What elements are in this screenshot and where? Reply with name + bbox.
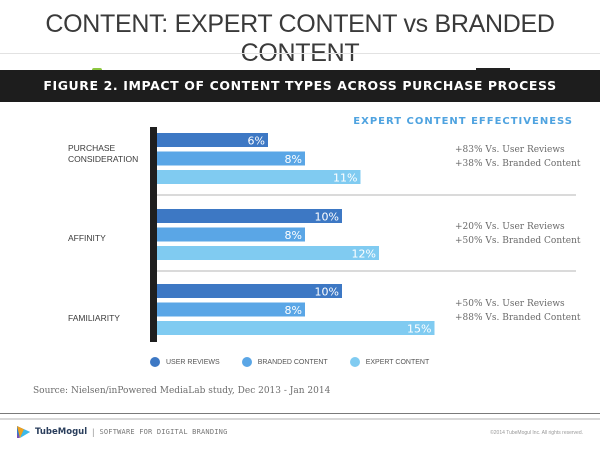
bar-data-label: 10% xyxy=(315,286,339,299)
effectiveness-note-line: +38% Vs. Branded Content xyxy=(455,159,581,169)
bar-expert-content xyxy=(157,246,379,260)
bar-data-label: 6% xyxy=(248,135,265,148)
bar-data-label: 8% xyxy=(285,304,302,317)
effectiveness-note: +83% Vs. User Reviews +38% Vs. Branded Co… xyxy=(455,143,581,171)
bar-data-label: 10% xyxy=(315,211,339,224)
chart-axis xyxy=(150,127,157,342)
brand-separator: | xyxy=(92,427,95,437)
bar-data-label: 12% xyxy=(352,248,376,261)
brand-tagline: SOFTWARE FOR DIGITAL BRANDING xyxy=(99,428,228,436)
category-label: FAMILIARITY xyxy=(68,313,120,323)
effectiveness-note-line: +83% Vs. User Reviews xyxy=(455,145,565,155)
legend-item: USER REVIEWS xyxy=(150,357,220,367)
bar-user-reviews xyxy=(157,209,342,223)
legend-item: BRANDED CONTENT xyxy=(241,357,328,367)
legend-swatch-icon xyxy=(241,357,252,367)
bar-expert-content xyxy=(157,170,361,184)
legend-item: EXPERT CONTENT xyxy=(349,357,430,367)
footer-divider xyxy=(0,413,600,414)
brand-block: TubeMogul | SOFTWARE FOR DIGITAL BRANDIN… xyxy=(16,425,228,439)
effectiveness-note-line: +50% Vs. Branded Content xyxy=(455,236,581,246)
copyright: ©2014 TubeMogul Inc. All rights reserved… xyxy=(490,430,583,436)
figure-header: FIGURE 2. IMPACT OF CONTENT TYPES ACROSS… xyxy=(0,70,600,102)
footer-divider xyxy=(0,418,600,420)
bar-data-label: 11% xyxy=(333,172,357,185)
decorative-tab xyxy=(476,68,510,71)
legend-swatch-icon xyxy=(349,357,360,367)
effectiveness-note: +50% Vs. User Reviews +88% Vs. Branded Co… xyxy=(455,297,581,325)
bar-data-label: 15% xyxy=(407,323,431,336)
tubemogul-logo-icon xyxy=(17,426,30,438)
brand-name: TubeMogul xyxy=(35,427,88,437)
effectiveness-note-line: +88% Vs. Branded Content xyxy=(455,313,581,323)
title-divider xyxy=(0,53,600,54)
effectiveness-title: EXPERT CONTENT EFFECTIVENESS xyxy=(353,116,573,127)
legend-label: BRANDED CONTENT xyxy=(257,358,328,366)
bar-user-reviews xyxy=(157,284,342,298)
category-label: PURCHASE CONSIDERATION xyxy=(68,143,139,164)
category-label: AFFINITY xyxy=(68,233,106,243)
legend-label: USER REVIEWS xyxy=(166,358,220,366)
decorative-tab xyxy=(92,68,102,71)
effectiveness-note-line: +50% Vs. User Reviews xyxy=(455,299,565,309)
bar-expert-content xyxy=(157,321,435,335)
bar-branded-content xyxy=(157,227,305,242)
bar-branded-content xyxy=(157,151,305,166)
bar-data-label: 8% xyxy=(285,153,302,166)
effectiveness-note-line: +20% Vs. User Reviews xyxy=(455,222,565,232)
bar-data-label: 8% xyxy=(285,229,302,242)
chart-legend: USER REVIEWS BRANDED CONTENT EXPERT CONTEN… xyxy=(150,357,429,367)
effectiveness-note: +20% Vs. User Reviews +50% Vs. Branded Co… xyxy=(455,220,581,248)
legend-label: EXPERT CONTENT xyxy=(365,358,430,366)
bar-branded-content xyxy=(157,302,305,317)
source-note: Source: Nielsen/inPowered MediaLab study… xyxy=(33,386,331,396)
bar-user-reviews xyxy=(157,133,268,147)
legend-swatch-icon xyxy=(150,357,160,367)
